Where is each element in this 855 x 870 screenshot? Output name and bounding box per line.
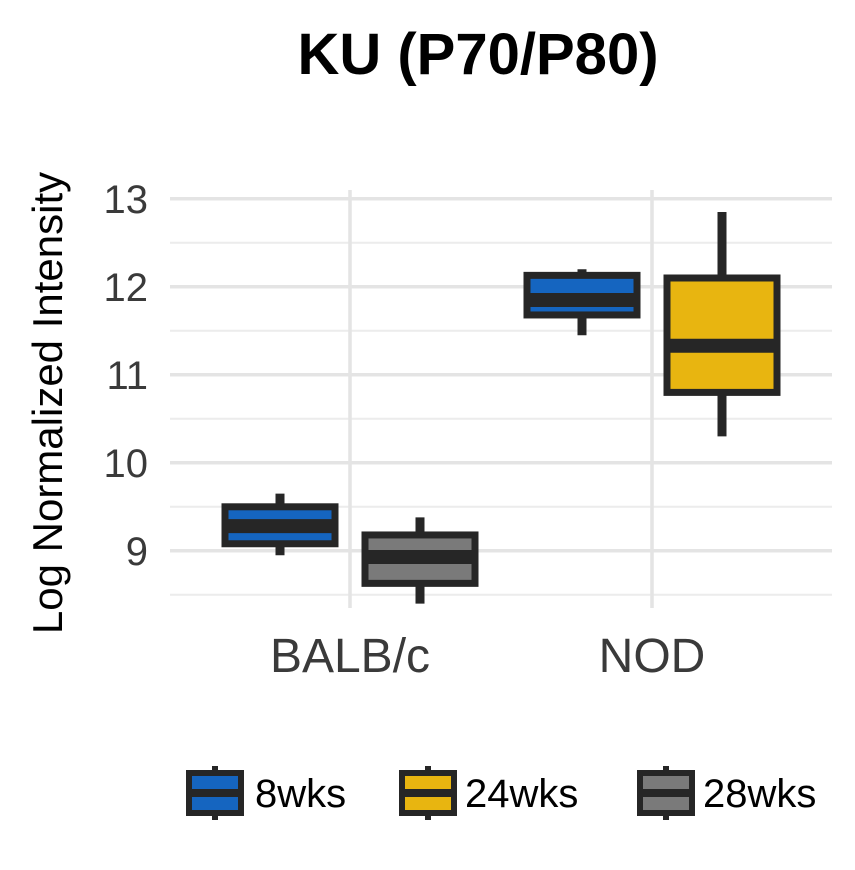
y-tick-label: 13 [104, 178, 149, 222]
y-tick-label: 11 [106, 354, 148, 398]
chart-title: KU (P70/P80) [297, 22, 658, 87]
y-tick-label: 12 [104, 266, 149, 310]
legend-label: 8wks [255, 772, 346, 816]
y-axis-label: Log Normalized Intensity [24, 172, 71, 634]
box-8wks-BALB/c [221, 493, 339, 556]
y-tick-label: 10 [104, 442, 149, 486]
box-28wks-BALB/c [361, 517, 479, 604]
boxes [221, 212, 781, 604]
y-tick-labels: 9 10 11 12 13 [104, 178, 149, 574]
box-24wks-NOD [663, 212, 781, 437]
box-8wks-NOD [523, 269, 641, 336]
legend: 8wks 24wks 28wks [186, 766, 816, 820]
legend-label: 28wks [703, 772, 816, 816]
y-tick-label: 9 [126, 530, 148, 574]
legend-item-8wks: 8wks [186, 766, 346, 820]
box-body [663, 274, 781, 396]
legend-label: 24wks [465, 772, 578, 816]
x-tick-label: NOD [599, 630, 706, 683]
legend-item-24wks: 24wks [399, 766, 578, 820]
legend-item-28wks: 28wks [637, 766, 816, 820]
x-tick-label: BALB/c [270, 630, 430, 683]
x-tick-labels: BALB/c NOD [270, 630, 705, 683]
